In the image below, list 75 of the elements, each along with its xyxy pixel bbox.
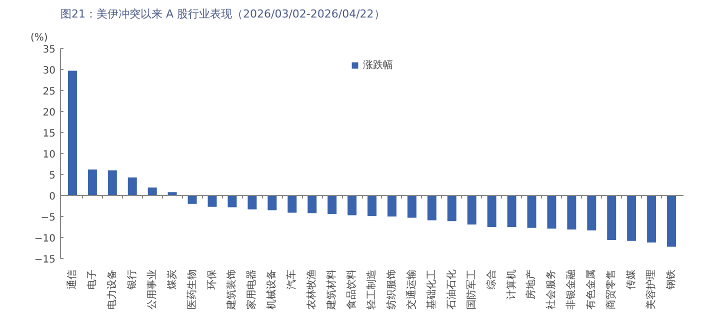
x-tick-label: 交通运输 xyxy=(405,270,418,310)
x-tick-label: 公用事业 xyxy=(146,270,158,310)
bar xyxy=(268,196,277,210)
bar xyxy=(308,196,317,214)
x-tick-label: 通信 xyxy=(66,270,78,290)
x-tick-label: 国防军工 xyxy=(465,270,478,310)
x-tick-label: 煤炭 xyxy=(166,270,178,290)
bar xyxy=(547,196,556,229)
bar xyxy=(627,196,636,241)
y-tick-label: −15 xyxy=(34,254,56,266)
bar xyxy=(328,196,337,214)
bar xyxy=(368,196,376,216)
bar xyxy=(228,196,237,208)
bar xyxy=(407,196,416,218)
x-tick-label: 商贸零售 xyxy=(605,270,618,310)
y-tick-label: −5 xyxy=(40,212,56,224)
x-tick-label: 石油石化 xyxy=(445,270,458,310)
bar xyxy=(208,196,217,207)
x-tick-label: 建筑装饰 xyxy=(226,270,238,310)
x-tick-label: 机械设备 xyxy=(266,270,278,310)
bar xyxy=(68,70,77,196)
x-tick-label: 房地产 xyxy=(525,270,538,300)
x-tick-label: 医药生物 xyxy=(186,270,198,310)
bar xyxy=(587,196,596,230)
bar xyxy=(387,196,396,216)
x-tick-label: 家用电器 xyxy=(246,270,258,310)
x-tick-label: 银行 xyxy=(126,270,138,290)
x-tick-label: 食品饮料 xyxy=(346,270,358,310)
bar xyxy=(427,196,436,220)
x-tick-label: 有色金属 xyxy=(585,270,598,310)
bar xyxy=(507,196,516,227)
y-tick-label: 5 xyxy=(49,170,56,182)
x-tick-label: 美容护理 xyxy=(645,270,658,310)
bar xyxy=(647,196,656,243)
x-tick-label: 综合 xyxy=(485,270,498,290)
y-tick-label: 20 xyxy=(42,108,56,118)
x-tick-label: 计算机 xyxy=(505,270,518,300)
bar xyxy=(447,196,456,222)
bar xyxy=(88,169,97,196)
x-tick-label: 非银金融 xyxy=(565,270,578,310)
x-tick-label: 传媒 xyxy=(626,270,638,290)
bar xyxy=(248,196,257,210)
bar xyxy=(288,196,297,213)
x-tick-label: 环保 xyxy=(206,270,218,290)
y-tick-label: 10 xyxy=(42,150,56,160)
x-tick-label: 社会服务 xyxy=(545,270,558,310)
y-tick-label: 30 xyxy=(42,66,56,76)
x-tick-label: 汽车 xyxy=(286,270,298,290)
bar xyxy=(527,196,536,228)
bar xyxy=(467,196,476,224)
bar xyxy=(108,170,117,196)
y-tick-label: 15 xyxy=(42,128,56,140)
x-tick-label: 轻工制造 xyxy=(366,270,378,310)
bar xyxy=(148,188,157,196)
legend-label: 涨跌幅 xyxy=(363,58,393,72)
x-tick-label: 电力设备 xyxy=(106,270,118,310)
x-tick-label: 纺织服饰 xyxy=(385,270,398,310)
chart-title: 图21：美伊冲突以来 A 股行业表现（2026/03/02-2026/04/22） xyxy=(60,8,385,20)
bar xyxy=(348,196,357,216)
bar xyxy=(128,177,137,196)
y-tick-label: 25 xyxy=(42,86,56,98)
bar xyxy=(607,196,616,240)
x-tick-label: 电子 xyxy=(86,270,98,290)
x-tick-label: 钢铁 xyxy=(665,270,678,290)
x-tick-label: 基础化工 xyxy=(425,270,438,310)
bar xyxy=(188,196,197,204)
bar xyxy=(667,196,676,247)
x-tick-label: 建筑材料 xyxy=(326,270,338,310)
y-tick-label: 0 xyxy=(49,192,56,202)
x-tick-label: 农林牧渔 xyxy=(306,270,318,310)
y-tick-label: 35 xyxy=(42,44,56,56)
bar xyxy=(487,196,496,227)
y-axis-title: (%) xyxy=(30,32,48,44)
bar xyxy=(567,196,576,230)
y-tick-label: −10 xyxy=(34,234,56,244)
